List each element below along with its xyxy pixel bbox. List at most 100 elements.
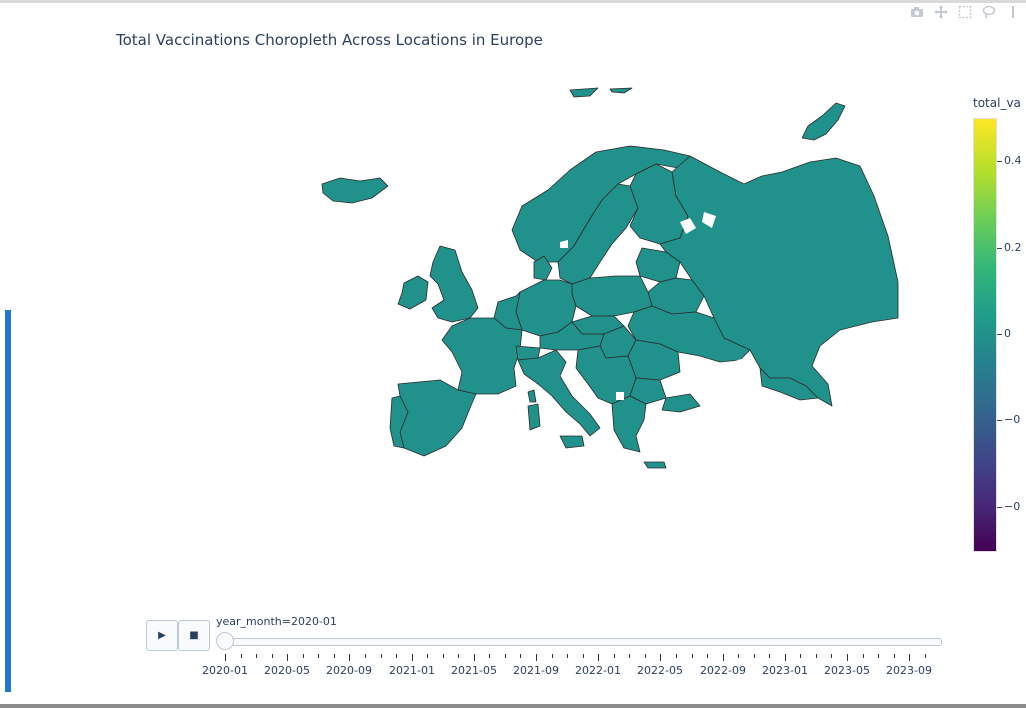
slider-minor-tick bbox=[769, 654, 770, 658]
slider-tick-label[interactable]: 2023-01 bbox=[762, 664, 808, 677]
window-bottom-border bbox=[0, 704, 1026, 708]
slider-minor-tick bbox=[583, 654, 584, 658]
slider-minor-tick bbox=[692, 654, 693, 658]
slider-minor-tick bbox=[878, 654, 879, 658]
slider-major-tick bbox=[723, 654, 724, 661]
colorbar-tick-label: 0.2 bbox=[1004, 241, 1022, 254]
slider-tick-label[interactable]: 2020-01 bbox=[202, 664, 248, 677]
colorbar-tick-label: −0 bbox=[1004, 413, 1021, 426]
colorbar-tick bbox=[997, 161, 1002, 162]
slider-major-tick bbox=[412, 654, 413, 661]
country-poland bbox=[571, 275, 653, 317]
slider-tick-label[interactable]: 2021-05 bbox=[451, 664, 497, 677]
stop-button[interactable]: ■ bbox=[178, 620, 210, 651]
lake-ladoga bbox=[680, 218, 696, 234]
window-top-border bbox=[0, 0, 1026, 3]
slider-minor-tick bbox=[645, 654, 646, 658]
pan-icon[interactable] bbox=[934, 5, 948, 19]
slider-minor-tick bbox=[396, 654, 397, 658]
slider-minor-tick bbox=[458, 654, 459, 658]
slider-minor-tick bbox=[443, 654, 444, 658]
country-turkey bbox=[661, 393, 701, 413]
slider-tick-label[interactable]: 2023-09 bbox=[886, 664, 932, 677]
slider-tick-label[interactable]: 2021-01 bbox=[389, 664, 435, 677]
slider-major-tick bbox=[349, 654, 350, 661]
slider-major-tick bbox=[847, 654, 848, 661]
slider-minor-tick bbox=[241, 654, 242, 658]
colorbar-tick-label: 0 bbox=[1004, 327, 1011, 340]
box-select-icon[interactable] bbox=[958, 5, 972, 19]
slider-minor-tick bbox=[894, 654, 895, 658]
country-greece bbox=[611, 395, 647, 453]
slider-minor-tick bbox=[318, 654, 319, 658]
colorbar-tick bbox=[997, 334, 1002, 335]
slider-major-tick bbox=[287, 654, 288, 661]
country-united-kingdom bbox=[429, 245, 479, 323]
country-spain bbox=[397, 379, 477, 457]
slider-minor-tick bbox=[256, 654, 257, 658]
country-portugal bbox=[389, 395, 409, 449]
country-denmark bbox=[533, 255, 553, 281]
country-russia bbox=[659, 155, 899, 407]
slider-minor-tick bbox=[707, 654, 708, 658]
colorbar-tick bbox=[997, 420, 1002, 421]
lake-scutari bbox=[616, 392, 624, 400]
colorbar-tick bbox=[997, 248, 1002, 249]
slider-minor-tick bbox=[816, 654, 817, 658]
scroll-accent-bar bbox=[5, 310, 11, 692]
slider-current-label: year_month=2020-01 bbox=[216, 615, 337, 628]
country-sardinia bbox=[527, 403, 541, 431]
country-italy bbox=[517, 349, 601, 437]
chart-title: Total Vaccinations Choropleth Across Loc… bbox=[116, 31, 543, 49]
country-france bbox=[441, 317, 523, 395]
slider-track[interactable] bbox=[223, 638, 942, 646]
lake-onega bbox=[702, 212, 716, 228]
slider-major-tick bbox=[660, 654, 661, 661]
country-svalbard bbox=[569, 87, 599, 98]
slider-tick-label[interactable]: 2020-05 bbox=[264, 664, 310, 677]
lake-vanern bbox=[560, 240, 568, 248]
slider-major-tick bbox=[536, 654, 537, 661]
slider-tick-label[interactable]: 2020-09 bbox=[326, 664, 372, 677]
country-crete bbox=[643, 461, 667, 469]
country-ireland bbox=[397, 275, 429, 310]
colorbar-tick-label: 0.4 bbox=[1004, 154, 1022, 167]
lasso-icon[interactable] bbox=[982, 5, 996, 19]
slider-tick-label[interactable]: 2021-09 bbox=[513, 664, 559, 677]
slider-minor-tick bbox=[831, 654, 832, 658]
slider-major-tick bbox=[909, 654, 910, 661]
slider-minor-tick bbox=[754, 654, 755, 658]
slider-minor-tick bbox=[614, 654, 615, 658]
slider-tick-label[interactable]: 2022-01 bbox=[575, 664, 621, 677]
modebar bbox=[910, 5, 1020, 19]
country-corsica bbox=[527, 389, 537, 403]
colorbar-tick-label: −0 bbox=[1004, 500, 1021, 513]
slider-minor-tick bbox=[738, 654, 739, 658]
slider-minor-tick bbox=[427, 654, 428, 658]
slider-tick-label[interactable]: 2022-05 bbox=[637, 664, 683, 677]
colorbar-tick bbox=[997, 507, 1002, 508]
country-novaya-zemlya bbox=[801, 102, 846, 141]
slider-minor-tick bbox=[800, 654, 801, 658]
slider-handle[interactable] bbox=[216, 632, 234, 650]
play-button[interactable]: ▶ bbox=[146, 620, 178, 651]
country-sicily bbox=[559, 435, 585, 449]
country-ukraine bbox=[627, 305, 751, 363]
slider-minor-tick bbox=[489, 654, 490, 658]
slider-major-tick bbox=[598, 654, 599, 661]
slider-minor-tick bbox=[925, 654, 926, 658]
slider-minor-tick bbox=[863, 654, 864, 658]
camera-icon[interactable] bbox=[910, 5, 924, 19]
slider-minor-tick bbox=[303, 654, 304, 658]
slider-minor-tick bbox=[567, 654, 568, 658]
slider-major-tick bbox=[785, 654, 786, 661]
colorbar bbox=[973, 118, 997, 552]
slider-tick-label[interactable]: 2023-05 bbox=[824, 664, 870, 677]
country-iceland bbox=[321, 177, 389, 204]
slider-minor-tick bbox=[334, 654, 335, 658]
slider-tick-label[interactable]: 2022-09 bbox=[700, 664, 746, 677]
country-bulgaria bbox=[629, 377, 667, 405]
more-icon[interactable] bbox=[1006, 5, 1020, 19]
slider-minor-tick bbox=[676, 654, 677, 658]
